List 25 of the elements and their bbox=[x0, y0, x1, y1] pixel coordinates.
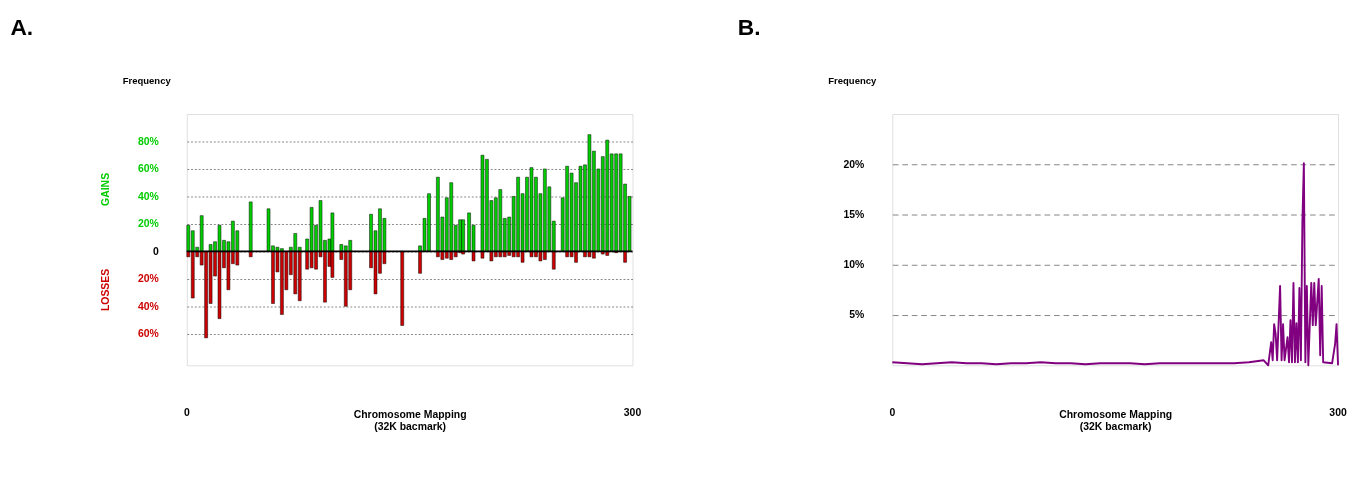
line-series bbox=[891, 162, 1339, 367]
x-tick-label: 0 bbox=[889, 406, 896, 418]
y-axis-title: Frequency bbox=[828, 75, 877, 87]
y-tick-label: 20% bbox=[843, 158, 865, 170]
x-tick-label: 300 bbox=[623, 406, 642, 418]
y-tick-label: 20% bbox=[137, 218, 159, 230]
x-tick-label: 300 bbox=[1329, 406, 1347, 418]
y-tick-label: 0 bbox=[153, 245, 160, 257]
x-axis-title: Chromosome Mapping (32K bacmark) bbox=[1059, 408, 1173, 433]
text: LOSSES bbox=[100, 268, 112, 312]
y-tick-label: 10% bbox=[843, 259, 865, 271]
y-tick-label: 40% bbox=[137, 300, 159, 312]
y-tick-label: 5% bbox=[849, 309, 865, 321]
y-tick-label: 60% bbox=[137, 328, 159, 340]
x-tick-label: 0 bbox=[183, 406, 190, 418]
y-tick-label: 80% bbox=[137, 135, 159, 147]
chart-title: B. bbox=[737, 14, 761, 41]
x-axis-title: Chromosome Mapping (32K bacmark) bbox=[353, 408, 467, 433]
y-tick-label: 60% bbox=[137, 163, 159, 175]
chart-title: A. bbox=[10, 14, 34, 41]
y-tick-label: 40% bbox=[137, 190, 159, 202]
y-tick-label: 20% bbox=[137, 273, 159, 285]
text: GAINS bbox=[100, 172, 112, 206]
y-tick-label: 15% bbox=[843, 208, 865, 220]
y-axis-title: Frequency bbox=[122, 75, 172, 87]
